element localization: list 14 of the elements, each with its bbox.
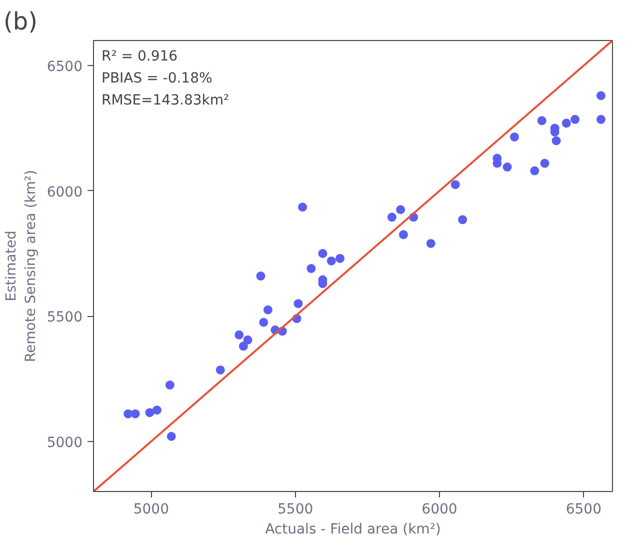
annotation: RMSE=143.83km² xyxy=(102,92,230,108)
annotation: R² = 0.916 xyxy=(102,48,178,64)
x-axis-title: Actuals - Field area (km²) xyxy=(265,522,441,538)
y-tick-label: 6000 xyxy=(46,184,83,200)
y-tick-label: 6500 xyxy=(46,59,83,76)
x-tick-label: 6000 xyxy=(422,502,458,518)
x-tick-label: 6500 xyxy=(566,502,602,518)
y-tick-label: 5000 xyxy=(46,434,83,451)
annotation: PBIAS = -0.18% xyxy=(102,70,212,86)
chart-title: (b) xyxy=(4,8,38,36)
y-tick-label: 5500 xyxy=(46,310,83,326)
x-tick-label: 5000 xyxy=(133,502,169,518)
x-tick-label: 5500 xyxy=(278,502,314,518)
y-axis-title: Estimated Remote Sensing area (km²) xyxy=(4,170,39,362)
